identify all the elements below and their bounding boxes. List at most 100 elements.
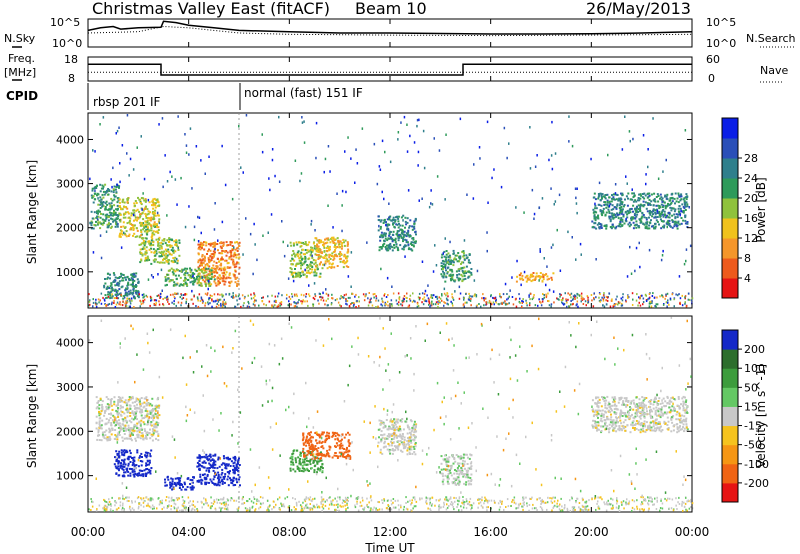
ground-cell	[519, 301, 521, 304]
scatter-cell	[648, 221, 651, 224]
scatter-cell	[144, 223, 147, 226]
scatter-cell	[167, 248, 170, 251]
scatter-cell	[298, 470, 301, 472]
scatter-cell	[123, 452, 126, 455]
scatter-cell	[593, 226, 596, 229]
ground-cell	[645, 300, 648, 302]
scatter-cell	[214, 267, 216, 270]
scatter-cell	[300, 452, 302, 455]
scatter-cell	[594, 204, 597, 207]
scatter-cell	[412, 238, 415, 241]
scatter-cell	[313, 471, 316, 474]
scatter-cell	[95, 427, 98, 430]
scatter-cell	[606, 199, 609, 202]
scatter-cell	[95, 396, 98, 399]
scatter-cell	[140, 259, 143, 262]
scatter-cell	[143, 405, 146, 408]
scatter-cell	[385, 244, 388, 247]
ground-cell	[620, 304, 623, 307]
ground-cell	[216, 303, 218, 305]
scatter-cell	[211, 482, 214, 484]
scatter-cell	[660, 198, 663, 201]
scatter-cell	[110, 202, 113, 205]
scatter-cell	[379, 235, 382, 238]
ground-cell	[430, 294, 432, 297]
sparse-cell	[685, 259, 687, 263]
scatter-cell	[119, 400, 122, 403]
ground-cell	[582, 303, 585, 305]
sparse-cell	[147, 278, 150, 281]
scatter-cell	[448, 274, 451, 277]
scatter-cell	[385, 248, 388, 251]
scatter-cell	[669, 206, 672, 209]
scatter-cell	[227, 261, 230, 264]
sparse-cell	[418, 118, 420, 122]
scatter-cell	[199, 259, 202, 262]
scatter-cell	[124, 401, 127, 404]
scatter-cell	[391, 239, 394, 242]
scatter-cell	[674, 202, 676, 205]
scatter-cell	[610, 227, 613, 230]
ground-cell	[416, 305, 419, 308]
ground-cell	[387, 294, 389, 296]
scatter-cell	[211, 275, 213, 278]
scatter-cell	[138, 431, 141, 434]
ground-cell	[122, 300, 124, 303]
scatter-cell	[115, 293, 118, 296]
scatter-cell	[649, 204, 652, 206]
scatter-cell	[307, 460, 310, 463]
ground-cell	[608, 292, 610, 295]
scatter-cell	[298, 460, 301, 463]
sparse-cell	[127, 286, 129, 290]
scatter-cell	[338, 246, 341, 249]
scatter-cell	[594, 207, 597, 210]
scatter-cell	[173, 281, 176, 284]
scatter-cell	[145, 437, 148, 440]
scatter-cell	[593, 192, 596, 195]
scatter-cell	[131, 273, 134, 276]
scatter-cell	[136, 216, 139, 219]
ground-cell	[185, 293, 188, 296]
ground-cell	[443, 304, 445, 307]
ground-cell	[437, 305, 439, 308]
ground-cell	[314, 295, 317, 298]
sparse-cell	[327, 145, 330, 148]
ground-cell	[206, 292, 209, 295]
scatter-cell	[145, 229, 148, 231]
scatter-cell	[611, 223, 614, 226]
scatter-cell	[629, 211, 632, 214]
ground-cell	[100, 302, 103, 305]
ground-cell	[300, 293, 303, 296]
sparse-cell	[164, 154, 166, 157]
sparse-cell	[115, 132, 117, 135]
ground-cell	[291, 295, 294, 298]
ground-cell	[665, 293, 667, 296]
scatter-cell	[412, 237, 415, 239]
scatter-cell	[632, 200, 635, 203]
ground-cell	[547, 300, 549, 302]
sparse-cell	[188, 153, 190, 156]
scatter-cell	[183, 483, 186, 486]
scatter-cell	[126, 207, 129, 210]
scatter-cell	[106, 213, 109, 216]
scatter-cell	[132, 413, 135, 416]
scatter-cell	[132, 292, 135, 294]
scatter-cell	[110, 427, 113, 430]
scatter-cell	[646, 210, 649, 213]
ground-cell	[142, 301, 145, 304]
scatter-cell	[221, 482, 224, 485]
scatter-cell	[202, 275, 205, 278]
scatter-cell	[122, 274, 125, 276]
scatter-cell	[133, 275, 136, 278]
sparse-cell	[378, 165, 381, 168]
scatter-cell	[144, 212, 147, 215]
scatter-cell	[593, 217, 596, 220]
sparse-cell	[647, 165, 649, 169]
scatter-cell	[218, 274, 221, 277]
ground-cell	[422, 303, 425, 306]
scatter-cell	[231, 245, 234, 247]
scatter-cell	[141, 460, 144, 463]
ground-cell	[532, 297, 534, 299]
scatter-cell	[100, 198, 103, 201]
sparse-cell	[554, 152, 557, 155]
